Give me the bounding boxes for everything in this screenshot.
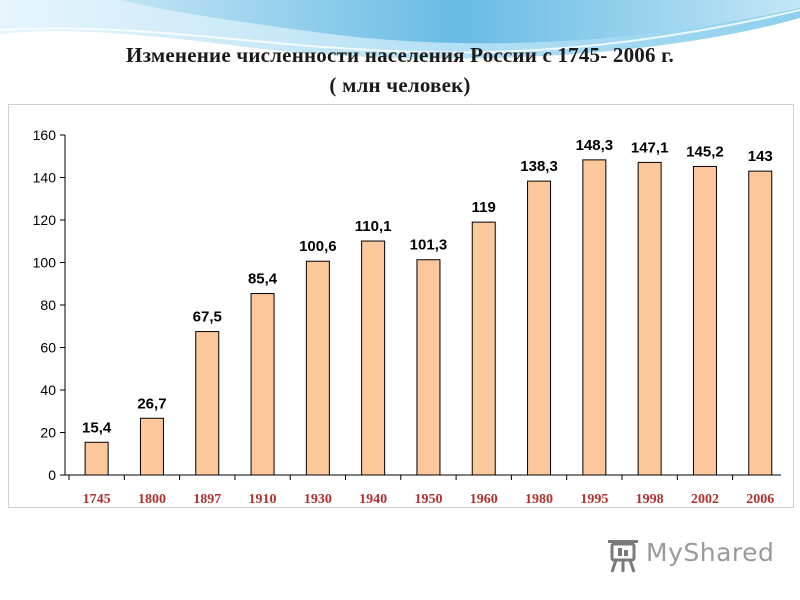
data-label: 143 [748, 148, 773, 165]
y-tick-label: 160 [33, 127, 57, 143]
chart-area: 0 20 40 60 80 100 120 140 160 15,4 26,7 67,5 85,4 100… [8, 104, 794, 508]
bar [305, 260, 330, 476]
y-tick-label: 20 [40, 425, 56, 441]
data-label: 15,4 [82, 419, 112, 436]
x-category-label: 1930 [304, 492, 332, 507]
bar [582, 159, 607, 476]
bar [195, 331, 220, 476]
bar [692, 165, 717, 476]
data-label: 148,3 [576, 137, 614, 154]
data-label: 100,6 [299, 238, 337, 255]
data-label: 26,7 [137, 395, 166, 412]
bar [84, 441, 109, 476]
data-label: 110,1 [355, 218, 392, 235]
bar-chart: 0 20 40 60 80 100 120 140 160 15,4 26,7 67,5 85,4 100… [33, 127, 781, 507]
x-category-label: 1910 [249, 492, 277, 507]
bar [361, 240, 386, 476]
data-label: 101,3 [410, 237, 448, 254]
data-label: 138,3 [520, 158, 558, 175]
y-tick-label: 40 [40, 382, 56, 398]
logo-text: MyShared [646, 538, 775, 567]
data-label: 85,4 [248, 271, 278, 288]
y-tick-label: 140 [33, 170, 57, 186]
bar [416, 259, 441, 476]
header-wave-stroke [0, 9, 800, 54]
bar [471, 221, 496, 476]
bar [748, 170, 773, 476]
bar [250, 293, 275, 476]
x-category-label: 1980 [525, 492, 553, 507]
logo-icon [608, 540, 638, 573]
y-tick-label: 0 [48, 467, 56, 483]
data-label: 67,5 [193, 309, 222, 326]
y-tick-label: 80 [40, 297, 56, 313]
x-category-label: 1998 [636, 492, 664, 507]
header-wave-dark [120, 0, 800, 44]
x-category-label: 2002 [691, 492, 719, 507]
bar [637, 161, 662, 476]
x-category-label: 1800 [138, 492, 166, 507]
x-category-label: 1897 [193, 492, 221, 507]
x-category-label: 1745 [83, 492, 111, 507]
bar [527, 180, 552, 476]
x-category-label: 1995 [580, 492, 608, 507]
x-category-label: 1960 [470, 492, 498, 507]
y-tick-label: 120 [33, 212, 57, 228]
bar [139, 417, 164, 476]
chart-title-line-2: ( млн человек) [329, 73, 471, 97]
data-label: 147,1 [631, 139, 669, 156]
myshared-logo: MyShared [606, 536, 775, 576]
x-category-label: 1950 [414, 492, 442, 507]
x-category-label: 2006 [746, 492, 774, 507]
y-tick-label: 100 [33, 255, 57, 271]
y-tick-label: 60 [40, 340, 56, 356]
x-category-label: 1940 [359, 492, 387, 507]
data-label: 145,2 [686, 143, 724, 160]
data-label: 119 [472, 199, 496, 216]
chart-title-line-1: Изменение численности населения России с… [126, 43, 674, 67]
